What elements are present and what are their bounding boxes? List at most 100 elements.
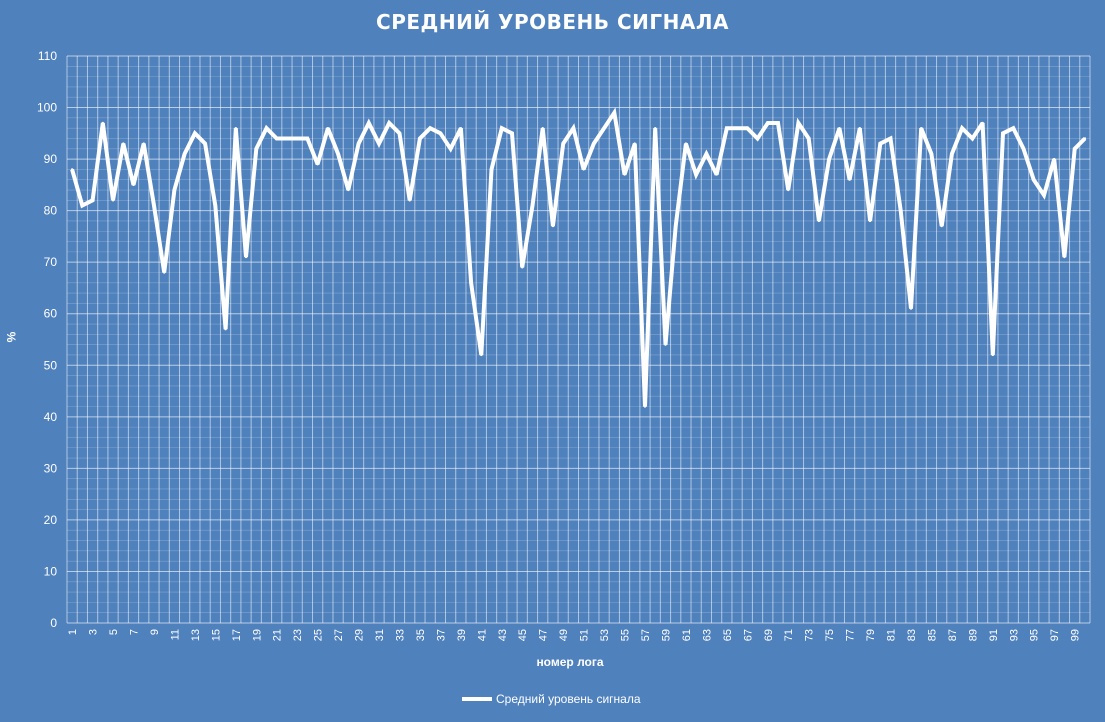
x-tick-label: 33 [394,629,406,641]
data-point [572,126,575,130]
x-tick-label: 67 [742,629,754,641]
data-point [1052,157,1056,161]
x-tick-label: 29 [354,629,366,641]
legend: Средний уровень сигнала [462,692,641,706]
data-point [838,126,841,130]
data-point [183,152,186,156]
data-point [991,353,995,357]
x-tick-label: 85 [926,629,938,641]
chart-title: СРЕДНИЙ УРОВЕНЬ СИГНАЛА [376,10,729,34]
data-point [827,157,831,161]
data-point [306,137,309,140]
x-tick-label: 65 [722,629,734,641]
x-tick-label: 1 [67,629,79,635]
x-tick-label: 83 [906,629,918,641]
x-tick-label: 25 [313,629,325,641]
data-point [510,132,514,135]
x-tick-label: 9 [149,629,161,635]
x-tick-label: 71 [783,629,795,641]
x-tick-label: 23 [292,629,304,641]
data-point [428,126,432,130]
data-point [1022,147,1025,150]
data-point [817,219,821,223]
x-tick-label: 99 [1070,629,1082,641]
x-tick-label: 3 [88,629,100,635]
x-tick-label: 63 [701,629,713,641]
x-tick-label: 57 [640,629,652,641]
data-point [132,183,135,187]
data-point [592,142,596,145]
data-point [255,147,258,150]
data-point [1083,137,1087,140]
y-axis-label: % [4,331,19,343]
data-point [623,173,626,176]
x-tick-label: 61 [681,629,693,641]
data-point [122,142,125,145]
data-point [285,137,289,140]
data-point [480,353,483,357]
x-axis-label: номер лога [536,655,604,669]
data-point [930,152,933,156]
x-tick-label: 37 [435,629,447,641]
data-point [654,126,657,130]
data-point [500,126,503,130]
y-tick-label: 70 [44,255,58,269]
data-point [920,126,923,130]
data-point [214,204,217,207]
data-point [756,137,759,140]
data-point [797,121,800,125]
x-tick-label: 53 [599,629,611,641]
data-point [776,121,780,125]
x-tick-label: 87 [947,629,959,641]
data-point [868,219,872,223]
data-point [357,142,360,145]
y-tick-label: 40 [44,410,58,424]
data-point [275,137,278,140]
data-point [848,178,851,181]
x-tick-label: 13 [190,629,202,641]
x-tick-label: 51 [579,629,591,641]
x-tick-label: 31 [374,629,386,641]
data-point [858,126,862,130]
data-point [91,199,94,202]
legend-swatch [462,697,492,701]
data-point [459,126,463,130]
data-point [602,126,606,130]
data-point [193,132,197,135]
x-tick-label: 17 [231,629,243,641]
data-point [766,121,769,125]
data-point [265,126,268,130]
y-tick-label: 80 [44,204,58,218]
data-point [142,142,145,145]
data-point [694,173,698,176]
x-tick-label: 93 [1008,629,1020,641]
y-tick-label: 110 [38,49,57,63]
data-point [633,142,636,145]
y-tick-label: 100 [37,101,57,115]
data-point [725,126,729,130]
x-tick-label: 73 [804,629,816,641]
x-tick-label: 5 [108,629,120,635]
data-point [377,142,381,145]
x-tick-label: 43 [497,629,509,641]
x-tick-label: 41 [476,629,488,641]
data-point [316,163,319,166]
data-point [244,255,248,259]
data-point [295,137,299,140]
data-point [224,327,227,331]
data-point [909,307,913,310]
x-tick-label: 77 [845,629,857,641]
data-point [531,204,534,207]
data-point [899,209,902,212]
x-tick-label: 21 [272,629,284,641]
data-point [173,188,176,192]
x-tick-label: 79 [865,629,877,641]
y-tick-label: 0 [50,616,57,630]
y-tick-label: 30 [44,461,58,475]
x-tick-label: 35 [415,629,427,641]
data-point [336,152,340,156]
data-point [162,271,166,274]
data-point [70,168,74,171]
data-point [367,121,370,125]
